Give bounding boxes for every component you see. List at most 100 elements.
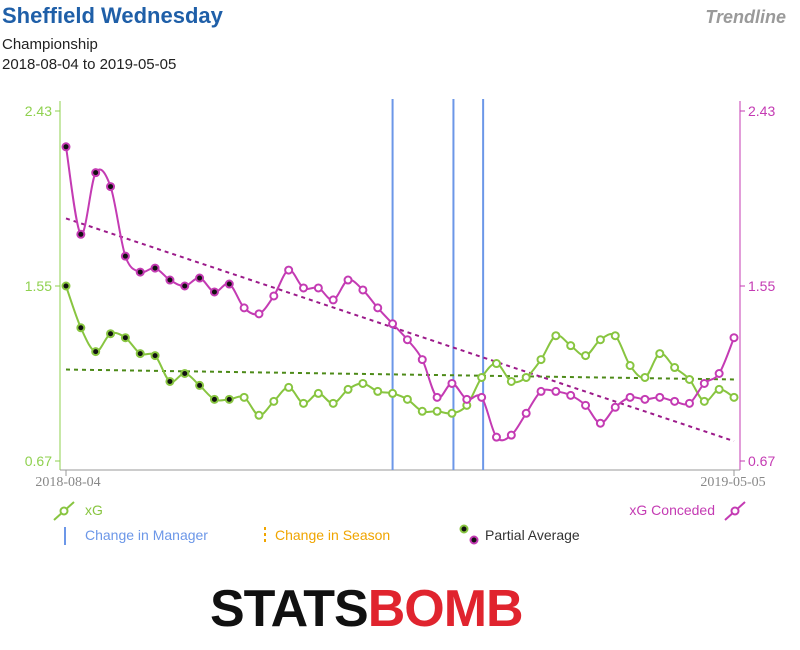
chart-axes: 0.67 1.55 2.43 0.67 1.55 2.43 [25, 101, 775, 476]
right-y-tick-label: 0.67 [748, 453, 775, 469]
x-end-label: 2019-05-05 [700, 475, 765, 490]
xg-point [595, 335, 605, 345]
xg-conceded-point [610, 402, 620, 412]
xg-point [402, 394, 412, 404]
left-y-tick-label: 2.43 [25, 103, 52, 119]
right-y-tick-label: 1.55 [748, 278, 775, 294]
xg-point [477, 372, 487, 382]
xg-point [640, 372, 650, 382]
competition-label: Championship [2, 36, 98, 53]
xg-point [313, 388, 323, 398]
xg-point [670, 363, 680, 373]
left-y-tick-label: 0.67 [25, 453, 52, 469]
xg-conceded-point-partial [195, 273, 205, 283]
xg-conceded-point-partial [165, 275, 175, 285]
date-range-label: 2018-08-04 to 2019-05-05 [2, 56, 177, 73]
right-y-tick-label: 2.43 [748, 103, 775, 119]
xg-point-partial [76, 323, 86, 333]
xg-conceded-point [506, 430, 516, 440]
xg-point [625, 361, 635, 371]
legend-partial-xgc-dot [469, 535, 479, 545]
legend-partial-xg-dot [459, 524, 469, 534]
xg-conceded-point [328, 295, 338, 305]
xg-point [699, 396, 709, 406]
xg-conceded-point [655, 392, 665, 402]
legend-manager-label: Change in Manager [85, 527, 208, 543]
xg-point [566, 341, 576, 351]
logo-text-bomb: BOMB [368, 580, 523, 635]
xg-point [521, 372, 531, 382]
xg-conceded-point [269, 291, 279, 301]
xg-point [432, 406, 442, 416]
logo-text: STATSBOMB [210, 580, 523, 635]
xg-point [655, 349, 665, 359]
xg-conceded-point [358, 285, 368, 295]
left-y-tick-label: 1.55 [25, 278, 52, 294]
manager-change-lines [391, 99, 485, 470]
legend-xgc-label: xG Conceded [629, 502, 715, 518]
xg-conceded-point [581, 400, 591, 410]
xg-point [284, 382, 294, 392]
xg-point [417, 406, 427, 416]
xg-point-partial [195, 380, 205, 390]
xg-conceded-point-partial [150, 263, 160, 273]
xg-conceded-point [462, 394, 472, 404]
xg-conceded-point-partial [120, 251, 130, 261]
xg-point-partial [165, 376, 175, 386]
xg-conceded-point-partial [91, 168, 101, 178]
xg-conceded-point [254, 309, 264, 319]
xg-conceded-point [373, 303, 383, 313]
xg-conceded-point [640, 394, 650, 404]
xg-conceded-point [729, 333, 739, 343]
xg-point [299, 398, 309, 408]
legend-xgc-swatch-marker [730, 506, 740, 516]
legend-xg-swatch-marker [59, 506, 69, 516]
xg-point [447, 408, 457, 418]
xg-conceded-point [299, 283, 309, 293]
view-mode-label: Trendline [705, 7, 786, 27]
legend-partial-label: Partial Average [485, 527, 580, 543]
xg-conceded-point-partial [135, 267, 145, 277]
xg-conceded-point [551, 386, 561, 396]
xg-point [729, 392, 739, 402]
xg-conceded-point [239, 303, 249, 313]
logo-text-stats: STATS [210, 580, 368, 635]
xg-conceded-point [684, 398, 694, 408]
legend-item-xg[interactable]: xG [53, 501, 103, 521]
xg-point-partial [106, 329, 116, 339]
xg-conceded-point-partial [76, 229, 86, 239]
xg-point [610, 331, 620, 341]
xg-point [343, 384, 353, 394]
xg-point [551, 331, 561, 341]
xg-conceded-point-partial [180, 281, 190, 291]
xg-point [328, 398, 338, 408]
xg-conceded-point [402, 335, 412, 345]
xg-point-partial [150, 351, 160, 361]
xg-conceded-point-partial [106, 182, 116, 192]
xg-conceded-point [566, 390, 576, 400]
chart-legend: xG xG Conceded Change in Manager Change … [53, 501, 746, 545]
legend-xg-label: xG [85, 502, 103, 518]
legend-item-xg-conceded[interactable]: xG Conceded [629, 501, 746, 521]
legend-item-partial-average[interactable]: Partial Average [459, 524, 580, 545]
xg-point [684, 374, 694, 384]
xg-conceded-point [714, 369, 724, 378]
xg-conceded-point [595, 418, 605, 428]
xg-conceded-point [625, 392, 635, 402]
legend-item-season[interactable]: Change in Season [264, 527, 390, 545]
xg-conceded-point [432, 392, 442, 402]
xg-point [581, 351, 591, 361]
xg-conceded-point [417, 355, 427, 365]
xg-point [254, 410, 264, 420]
xg-series-line [65, 285, 735, 417]
trend-lines [65, 217, 735, 443]
xg-conceded-point [670, 396, 680, 406]
legend-item-manager[interactable]: Change in Manager [64, 527, 208, 545]
xg-point [239, 392, 249, 402]
xg-conceded-point [284, 265, 294, 275]
team-title: Sheffield Wednesday [2, 3, 223, 28]
series-points [61, 142, 739, 442]
xg-conceded-point [343, 275, 353, 285]
xg-point [358, 378, 368, 388]
xg-conceded-point-partial [224, 279, 234, 289]
